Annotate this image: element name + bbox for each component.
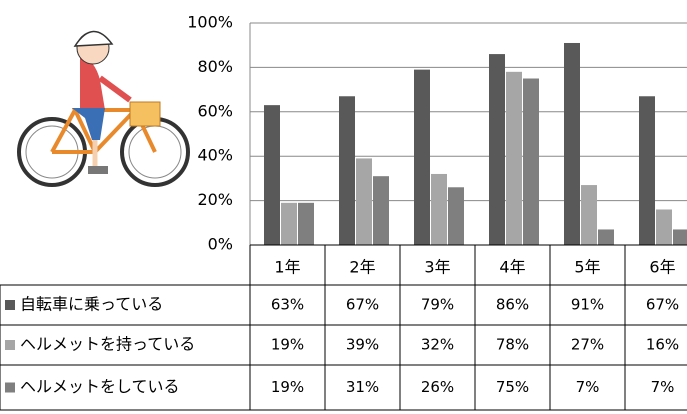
table-value: 19% — [271, 336, 304, 354]
table-value: 91% — [571, 296, 604, 314]
bar — [431, 174, 447, 245]
table-value: 32% — [421, 336, 454, 354]
table-value: 63% — [271, 296, 304, 314]
bar — [639, 96, 655, 245]
bar — [339, 96, 355, 245]
x-tick-label: 4年 — [499, 258, 525, 277]
table-value: 79% — [421, 296, 454, 314]
table-value: 86% — [496, 296, 529, 314]
legend-swatch — [5, 300, 15, 310]
y-tick-label: 80% — [197, 57, 233, 76]
bar — [673, 229, 687, 245]
x-tick-label: 6年 — [649, 258, 675, 277]
table-value: 26% — [421, 378, 454, 396]
bar — [581, 185, 597, 245]
bar — [298, 203, 314, 245]
x-tick-label: 2年 — [349, 258, 375, 277]
table-value: 39% — [346, 336, 379, 354]
table-value: 27% — [571, 336, 604, 354]
legend-label: ヘルメットを持っている — [20, 335, 195, 354]
bar — [656, 209, 672, 245]
bar — [523, 79, 539, 246]
table-value: 19% — [271, 378, 304, 396]
y-tick-label: 20% — [197, 190, 233, 209]
chart: 0% 20% 40% 60% 80% 100% 1年 63% 19% 19% 2年 67% 39% 31%… — [0, 0, 687, 414]
table-value: 67% — [346, 296, 379, 314]
table-value: 75% — [496, 378, 529, 396]
table-value: 16% — [646, 336, 679, 354]
x-tick-label: 5年 — [574, 258, 600, 277]
bar — [598, 229, 614, 245]
legend-label: 自転車に乗っている — [20, 295, 163, 314]
bar — [281, 203, 297, 245]
legend-swatch — [5, 383, 15, 393]
bar — [414, 70, 430, 245]
legend-swatch — [5, 340, 15, 350]
x-tick-label: 3年 — [424, 258, 450, 277]
bicycle-illustration — [19, 31, 188, 185]
page: 0% 20% 40% 60% 80% 100% 1年 63% 19% 19% 2年 67% 39% 31%… — [0, 0, 687, 414]
y-tick-label: 0% — [208, 235, 233, 254]
bar — [264, 105, 280, 245]
bar — [448, 187, 464, 245]
bar — [356, 158, 372, 245]
table-value: 78% — [496, 336, 529, 354]
y-tick-label: 40% — [197, 146, 233, 165]
table-value: 67% — [646, 296, 679, 314]
table-value: 7% — [576, 378, 600, 396]
table-value: 31% — [346, 378, 379, 396]
y-tick-label: 60% — [197, 101, 233, 120]
y-tick-label: 100% — [187, 13, 233, 32]
bar — [506, 72, 522, 245]
bar — [564, 43, 580, 245]
bar — [489, 54, 505, 245]
bar — [373, 176, 389, 245]
x-tick-label: 1年 — [274, 258, 300, 277]
table-value: 7% — [651, 378, 675, 396]
legend-label: ヘルメットをしている — [20, 377, 180, 396]
